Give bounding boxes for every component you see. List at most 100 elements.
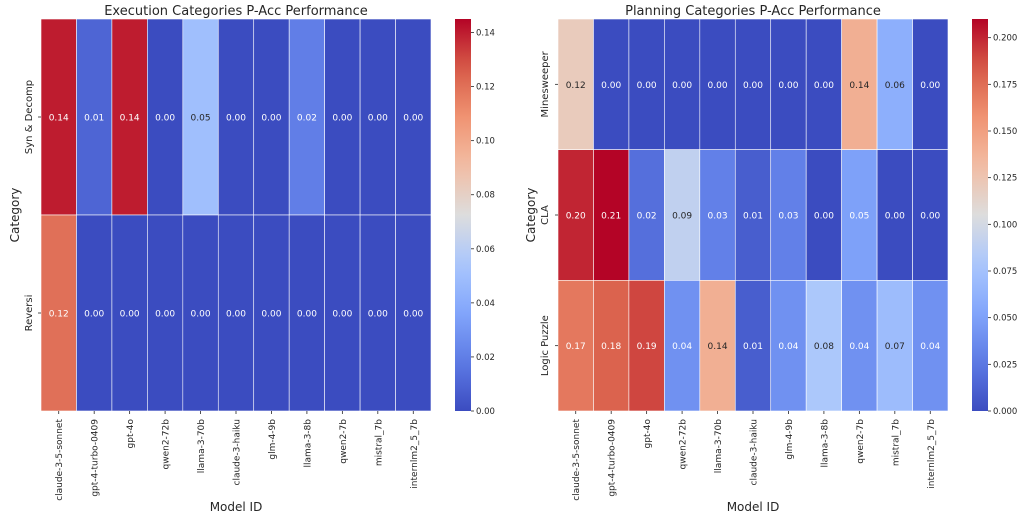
x-tick-label: llama-3-8b [303,419,313,468]
x-tick-label: glm-4-9b [268,419,278,460]
cell-value-label: 0.01 [743,212,763,222]
x-tick-label: mistral_7b [891,419,901,466]
x-tick-label: llama-3-70b [197,419,207,473]
heatmap-cell [593,149,630,281]
colorbar-tick-label: 0.00 [476,407,495,417]
cell-value-label: 0.01 [743,342,763,352]
colorbar-tick-label: 0.075 [993,267,1017,277]
x-tick-label: internlm2_5_7b [410,419,420,489]
colorbar-tick-label: 0.200 [993,34,1017,44]
heatmap-cell [288,214,325,412]
heatmap-panel-1: Execution Categories P-Acc Performance 0.… [8,4,495,514]
cell-value-label: 0.04 [849,342,869,352]
cell-value-label: 0.03 [778,212,798,222]
heatmap-cell [76,18,113,216]
x-tick-label: claude-3-5-sonnet [55,419,65,501]
cell-value-label: 0.00 [261,310,281,320]
cell-value-label: 0.06 [885,81,905,91]
cell-value-label: 0.00 [743,81,763,91]
cell-value-label: 0.00 [920,212,940,222]
x-tick-label: claude-3-haiku [750,419,760,486]
heatmap-cell [395,18,432,216]
colorbar-tick-label: 0.100 [993,220,1017,230]
cell-value-label: 0.12 [49,310,69,320]
colorbar-tick-label: 0.06 [476,245,495,255]
chart-title: Planning Categories P-Acc Performance [625,4,881,19]
x-tick-label: llama-3-8b [820,419,830,468]
y-tick-label: Reversi [24,295,35,332]
colorbar-tick-label: 0.125 [993,174,1017,184]
cell-value-label: 0.12 [566,81,586,91]
cell-value-label: 0.05 [191,114,211,124]
heatmap-cell [147,18,184,216]
cell-value-label: 0.21 [601,212,621,222]
cell-value-label: 0.18 [601,342,621,352]
cell-value-label: 0.00 [672,81,692,91]
heatmap-cell [217,214,255,412]
cell-value-label: 0.00 [368,114,388,124]
heatmap-cell [734,280,772,412]
heatmap-cell [40,18,77,216]
heatmap-cell [912,149,949,281]
colorbar-tick-label: 0.175 [993,80,1017,90]
cell-value-label: 0.08 [814,342,834,352]
heatmap-cell [876,280,913,412]
heatmap-cell [217,18,255,216]
cell-value-label: 0.00 [226,310,246,320]
heatmap-panel-2: Planning Categories P-Acc Performance 0.1… [524,4,1017,514]
heatmap-cell [593,280,630,412]
heatmap-cell [324,214,361,412]
heatmap-cell [111,18,148,216]
colorbar-tick-label: 0.10 [476,137,495,147]
y-axis-label: Category [524,188,538,243]
cell-value-label: 0.00 [708,81,728,91]
cell-value-label: 0.00 [120,310,140,320]
cell-value-label: 0.00 [332,114,352,124]
heatmap-cell [912,18,949,150]
cell-value-label: 0.00 [261,114,281,124]
heatmap-cell [253,214,290,412]
cell-value-label: 0.04 [778,342,798,352]
cell-value-label: 0.00 [403,310,423,320]
cell-value-label: 0.00 [778,81,798,91]
y-tick-label: Minesweeper [540,50,551,117]
heatmap-cell [628,149,665,281]
colorbar-tick-label: 0.08 [476,191,495,201]
cell-value-label: 0.14 [849,81,869,91]
cell-value-label: 0.00 [191,310,211,320]
heatmap-cell [770,280,807,412]
cell-value-label: 0.03 [708,212,728,222]
x-tick-label: qwen2-7b [856,419,866,464]
heatmap-cell [805,280,842,412]
heatmap-cell [147,214,184,412]
heatmap-cell [841,18,878,150]
cell-value-label: 0.00 [155,310,175,320]
colorbar-tick-label: 0.150 [993,127,1017,137]
heatmap-cell [359,214,396,412]
colorbar [455,19,471,411]
cell-value-label: 0.00 [920,81,940,91]
colorbar-tick-label: 0.025 [993,360,1017,370]
cell-value-label: 0.14 [708,342,728,352]
cell-value-label: 0.00 [84,310,104,320]
colorbar-tick-label: 0.02 [476,353,495,363]
heatmap-cell [876,18,913,150]
heatmap-cell [111,214,148,412]
cell-value-label: 0.00 [332,310,352,320]
heatmap-cell [699,280,736,412]
x-tick-label: gpt-4-turbo-0409 [91,419,101,497]
heatmap-cell [593,18,630,150]
cell-value-label: 0.00 [814,81,834,91]
colorbar-tick-label: 0.14 [476,29,495,39]
x-tick-label: qwen2-7b [339,419,349,464]
heatmap-cell [876,149,913,281]
colorbar [972,19,988,411]
colorbar-tick-label: 0.04 [476,299,495,309]
heatmap-cell [288,18,325,216]
cell-value-label: 0.14 [120,114,140,124]
cell-value-label: 0.02 [297,114,317,124]
cell-value-label: 0.00 [814,212,834,222]
heatmap-cell [182,18,219,216]
x-tick-label: claude-3-haiku [233,419,243,486]
